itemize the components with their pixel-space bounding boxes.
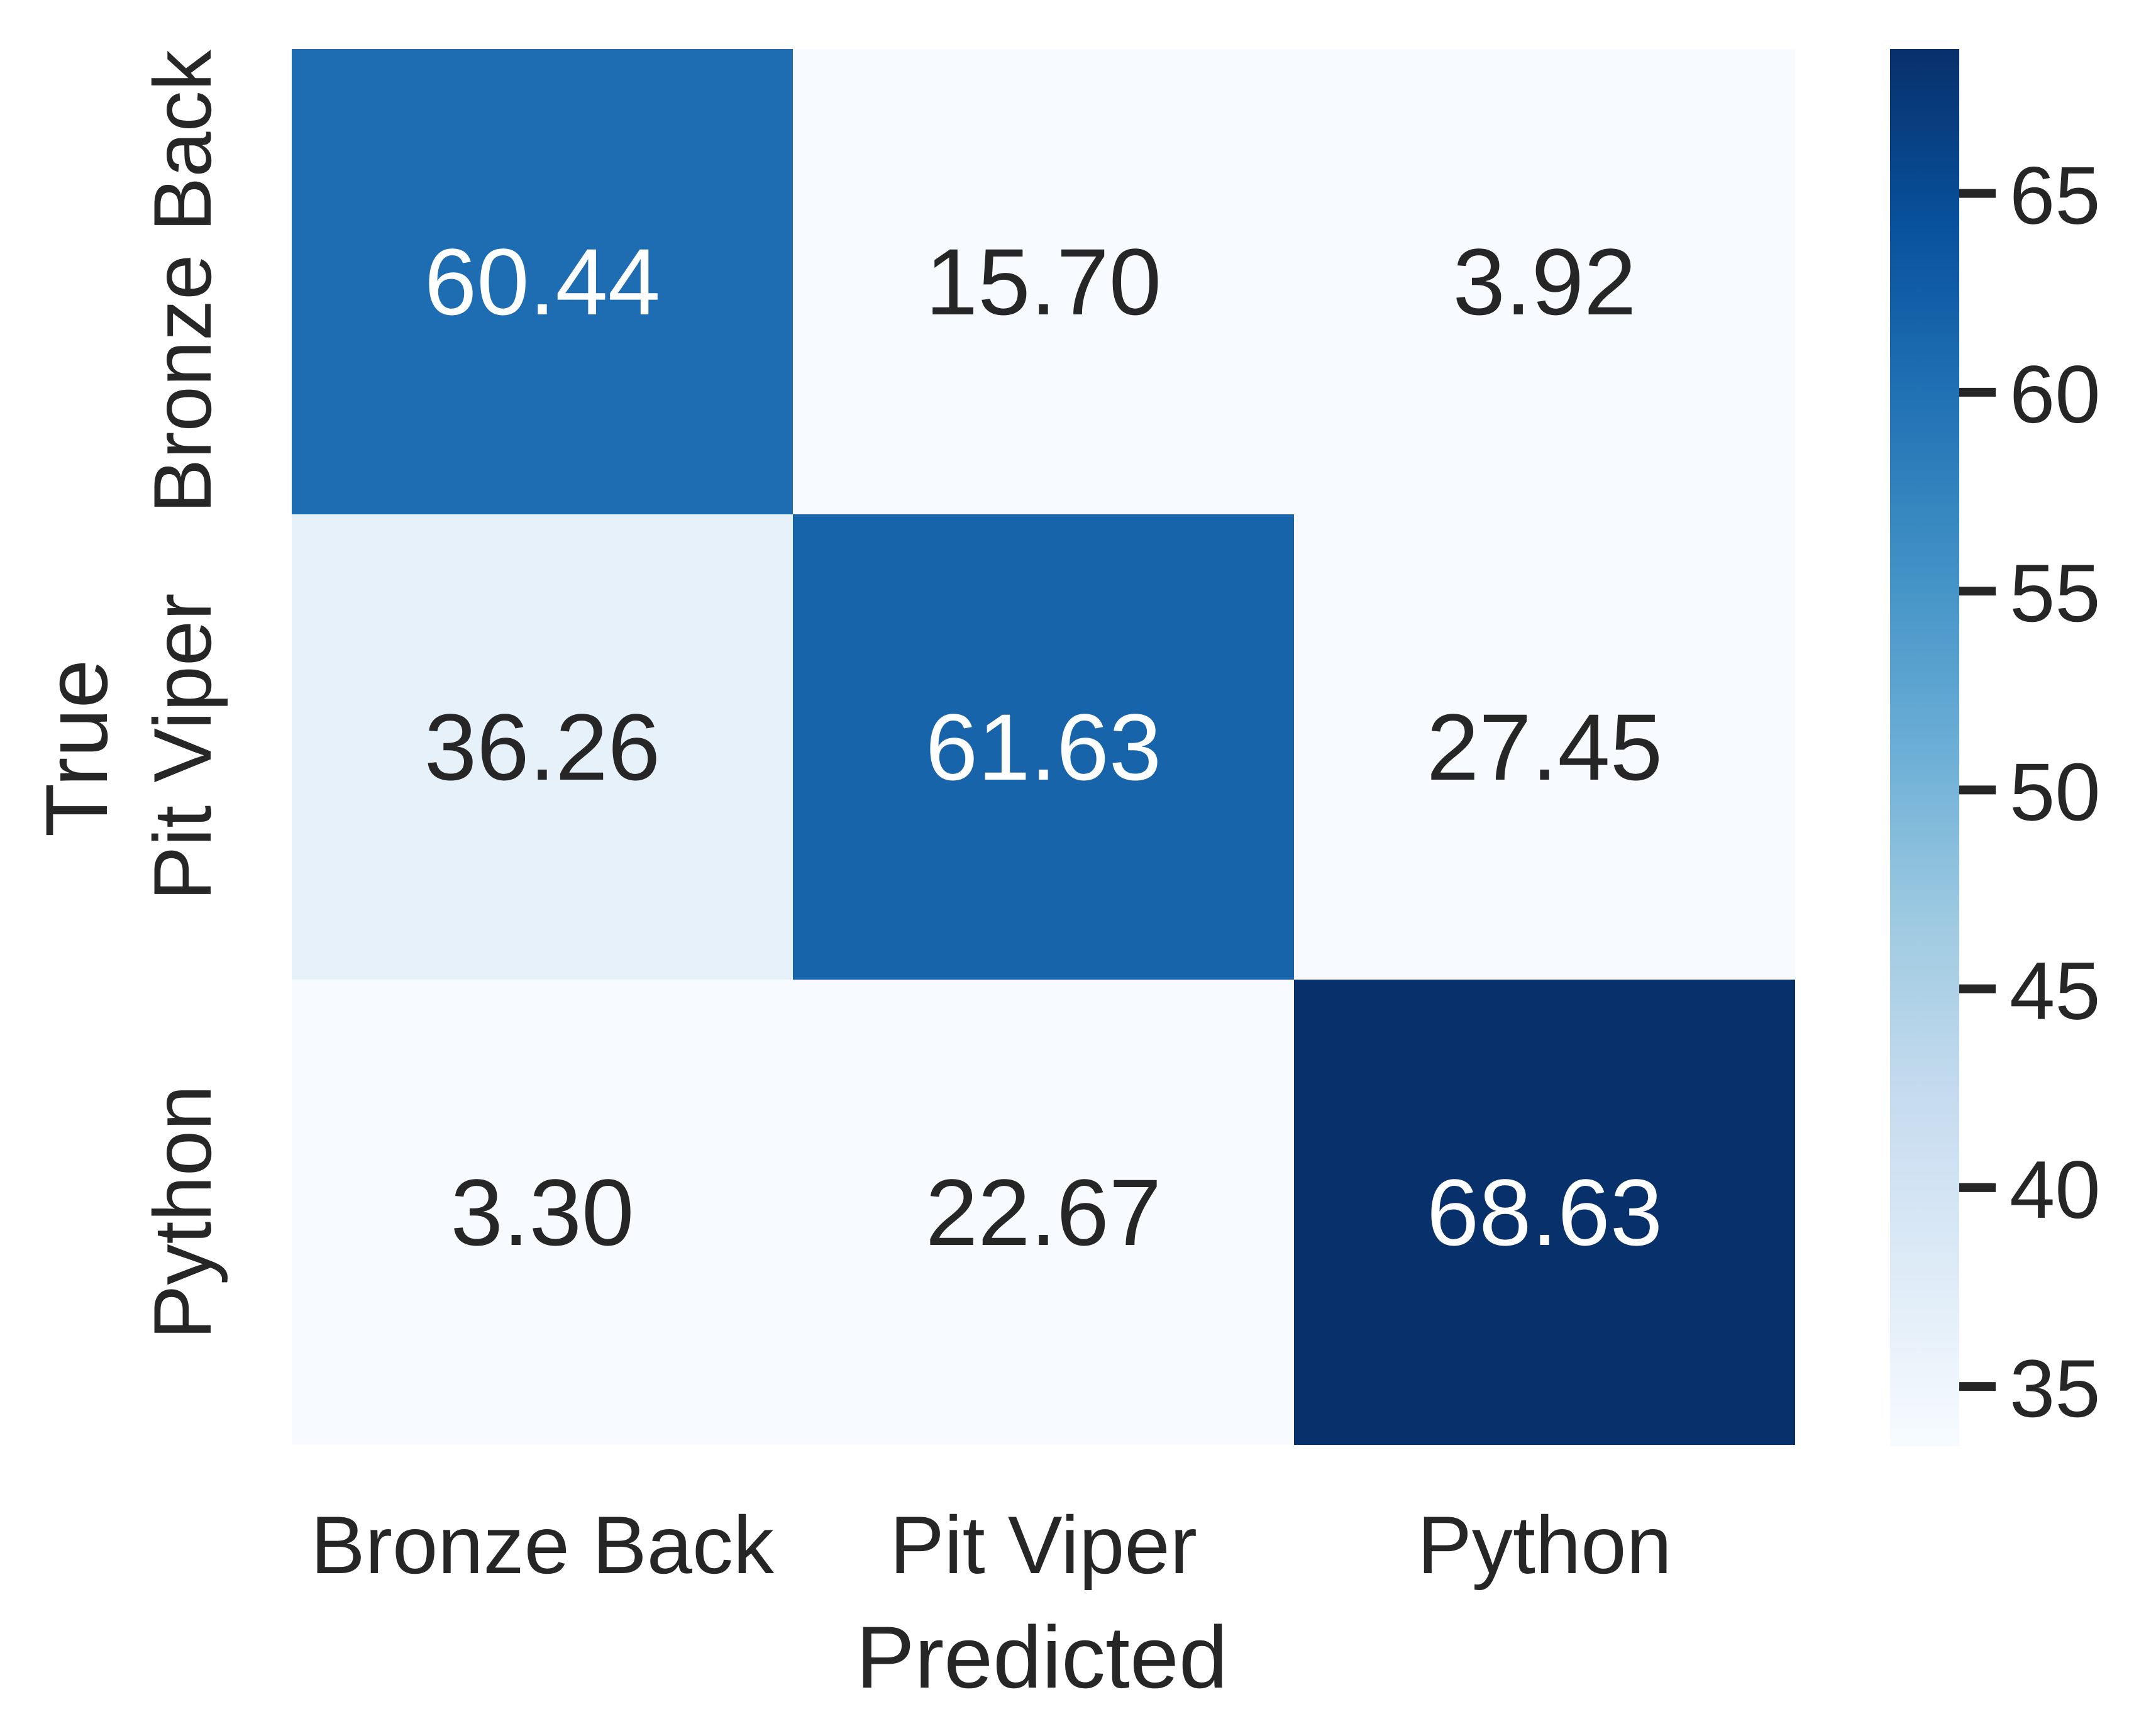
colorbar-tick-label: 55 (2010, 547, 2101, 639)
cell-value-label: 27.45 (1427, 694, 1662, 800)
colorbar-ticks: 35 40 45 50 55 60 65 (1959, 150, 2101, 1434)
x-tick-label: Pit Viper (890, 1499, 1197, 1591)
x-axis-title: Predicted (856, 1608, 1227, 1706)
heatmap-cell-labels: 60.44 15.70 3.92 36.26 61.63 27.45 3.30 22.67 68… (424, 229, 1662, 1265)
heatmap-cell (793, 980, 1294, 1445)
cell-value-label: 22.67 (926, 1159, 1161, 1265)
heatmap-cell (793, 514, 1294, 980)
cell-value-label: 61.63 (926, 694, 1161, 800)
heatmap-cell (1294, 49, 1795, 514)
x-axis-tick-labels: Bronze Back Pit Viper Python (311, 1499, 1672, 1591)
heatmap-cell (1294, 980, 1795, 1445)
y-tick-label: Bronze Back (136, 49, 228, 513)
heatmap-cell (1294, 514, 1795, 980)
colorbar-tick-label: 50 (2010, 746, 2101, 838)
cell-value-label: 60.44 (424, 229, 660, 334)
colorbar-tick-label: 65 (2010, 150, 2101, 241)
y-axis-tick-labels: Bronze Back Pit Viper Python (136, 49, 228, 1339)
cell-value-label: 36.26 (424, 694, 660, 800)
colorbar-tick-label: 40 (2010, 1144, 2101, 1236)
cell-value-label: 3.30 (451, 1159, 634, 1265)
heatmap-cells (292, 49, 1795, 1445)
x-tick-label: Bronze Back (311, 1499, 775, 1591)
heatmap-cell (292, 980, 793, 1445)
colorbar-tick-label: 35 (2010, 1342, 2101, 1434)
x-tick-label: Python (1417, 1499, 1672, 1591)
y-tick-label: Python (136, 1085, 228, 1340)
colorbar (1890, 49, 1959, 1446)
colorbar-tick-label: 60 (2010, 348, 2101, 440)
cell-value-label: 68.63 (1427, 1159, 1662, 1265)
cell-value-label: 3.92 (1453, 229, 1637, 334)
y-tick-label: Pit Viper (136, 594, 228, 901)
heatmap-cell (292, 49, 793, 514)
colorbar-tick-label: 45 (2010, 945, 2101, 1037)
y-axis-title: True (27, 660, 126, 838)
cell-value-label: 15.70 (926, 229, 1161, 334)
heatmap-cell (292, 514, 793, 980)
heatmap-cell (793, 49, 1294, 514)
